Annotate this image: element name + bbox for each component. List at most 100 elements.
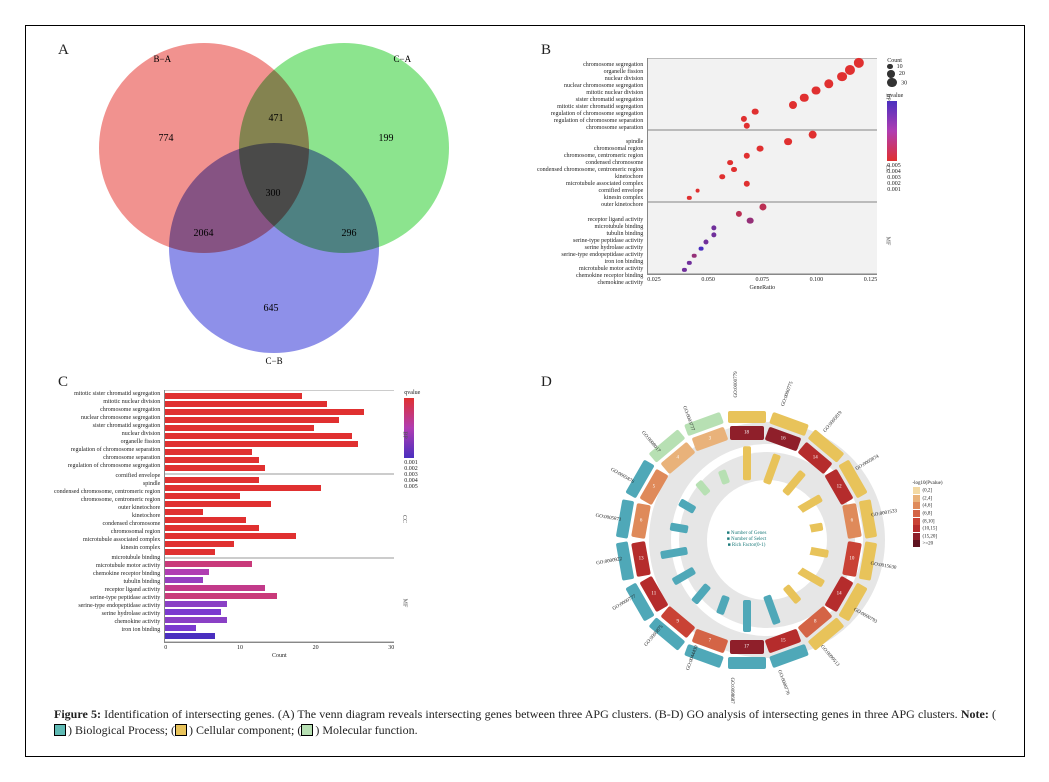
barplot-bar [165,633,215,639]
venn-set-label: C−A [394,54,412,64]
barplot-term-label: nuclear chromosome segregation [54,414,160,422]
venn-count: 2064 [194,228,214,239]
barplot-bar [165,561,252,567]
note-item-label: Molecular function. [322,723,417,737]
dotplot-row [648,122,877,129]
barplot-facet-MF: MF [165,558,394,642]
barplot-row [165,392,394,400]
barplot-term-label: chemokine activity [54,618,160,626]
circ-legend-item: (8,10] [913,518,943,526]
dotplot-term-label: mitotic sister chromatid segregation [537,104,643,111]
dotplot-term-label: nuclear division [537,76,643,83]
dotplot-row [648,73,877,80]
venn-circle-bottom [169,143,379,353]
dotplot-row [648,101,877,108]
figure-frame: A B−AC−AC−B7741996454712064296300 B chro… [25,25,1025,757]
dotplot-row [648,217,877,224]
barplot-term-label: spindle [54,480,160,488]
count-legend-item: 30 [887,78,907,88]
barplot-term-label: nuclear division [54,430,160,438]
figure-caption: Figure 5: Identification of intersecting… [54,706,996,738]
panel-c: C mitotic sister chromatid segregationmi… [54,376,513,690]
dotplot-point [760,203,767,210]
circular-plot: GO:000077918GO:000077516GO:000581914GO:0… [597,390,937,690]
barplot-row [165,476,394,484]
circ-legend-item: >=20 [913,540,943,548]
barplot-term-label: microtubule motor activity [54,562,160,570]
dotplot-row [648,245,877,252]
circ-p-number: 15 [781,638,786,643]
barplot-row [165,624,394,632]
panel-a: A B−AC−AC−B7741996454712064296300 [54,44,513,358]
dotplot-row [648,80,877,87]
note-item-label: Biological Process; [75,723,168,737]
panel-d-inner: GO:000077918GO:000077516GO:000581914GO:0… [537,390,996,690]
barplot-row [165,448,394,456]
circ-p-number: 16 [781,437,786,442]
barplot-term-label: serine-type peptidase activity [54,594,160,602]
barplot-term-label: chromosome segregation [54,406,160,414]
dotplot-term-label: serine-type peptidase activity [537,238,643,245]
dotplot-point [728,160,734,166]
dotplot-row [648,108,877,115]
dotplot-term-label: serine hydrolase activity [537,245,643,252]
barplot-row [165,500,394,508]
barplot-term-label: receptor ligand activity [54,586,160,594]
facet-label: CC [401,515,407,523]
circ-go-label: GO:0000922 [596,557,623,566]
barplot-bar [165,569,209,575]
barplot-row [165,484,394,492]
qvalue-legend-title: qvalue [404,390,420,396]
note-swatch [54,724,66,736]
dotplot-term-label: chromosomal region [537,146,643,153]
barplot-row [165,464,394,472]
barplot-bar [165,577,202,583]
dotplot-point [703,239,708,244]
dotplot-point [711,232,716,237]
circ-p-number: 14 [813,456,818,461]
barplot-bar [165,625,196,631]
circ-p-number: 6 [851,519,854,524]
circ-legend-item: (6,8] [913,510,943,518]
barplot-term-label: chemokine receptor binding [54,570,160,578]
venn-count: 471 [269,113,284,124]
circ-legend-item: (15,20] [913,533,943,541]
barplot-bar [165,465,264,471]
circ-legend: -log10(Pvalue)(0,2](2,4](4,6](6,8](8,10]… [913,480,943,548]
barplot-term-label: regulation of chromosome segregation [54,462,160,470]
panels-grid: A B−AC−AC−B7741996454712064296300 B chro… [54,44,996,690]
barplot-row [165,632,394,640]
panel-b: B chromosome segregationorganelle fissio… [537,44,996,358]
dotplot-term-label: condensed chromosome [537,160,643,167]
dotplot-point [687,195,691,199]
count-legend-item: 20 [887,70,907,78]
dotplot-term-label: nuclear chromosome segregation [537,83,643,90]
barplot-term-label: condensed chromosome [54,520,160,528]
barplot-bar [165,449,252,455]
barplot-row [165,584,394,592]
barplot-row [165,492,394,500]
barplot-bar [165,425,314,431]
dotplot-point [744,152,750,158]
dotplot-row [648,203,877,210]
dotplot-term-label: regulation of chromosome segregation [537,111,643,118]
circ-go-label: GO:0008017 [640,430,661,453]
circ-p-number: 11 [651,591,656,596]
barplot-row [165,616,394,624]
caption-body: (A) The venn diagram reveals intersectin… [278,707,958,721]
dotplot-row [648,166,877,173]
circ-inner-bar [743,447,751,480]
dotplot-point [711,225,716,230]
barplot-term-label: kinetochore [54,512,160,520]
circ-p-number: 8 [814,619,817,624]
barplot-xaxis: 0102030 [164,643,394,651]
circ-p-number: 5 [653,484,656,489]
venn-diagram: B−AC−AC−B7741996454712064296300 [94,58,474,358]
barplot-term-label: kinesin complex [54,544,160,552]
note-swatch [175,724,187,736]
venn-set-label: B−A [154,54,172,64]
figure-number: Figure 5: [54,707,101,721]
barplot-row [165,432,394,440]
barplot-xlabel: Count [164,651,394,659]
dotplot-term-label: chemokine activity [537,280,643,287]
